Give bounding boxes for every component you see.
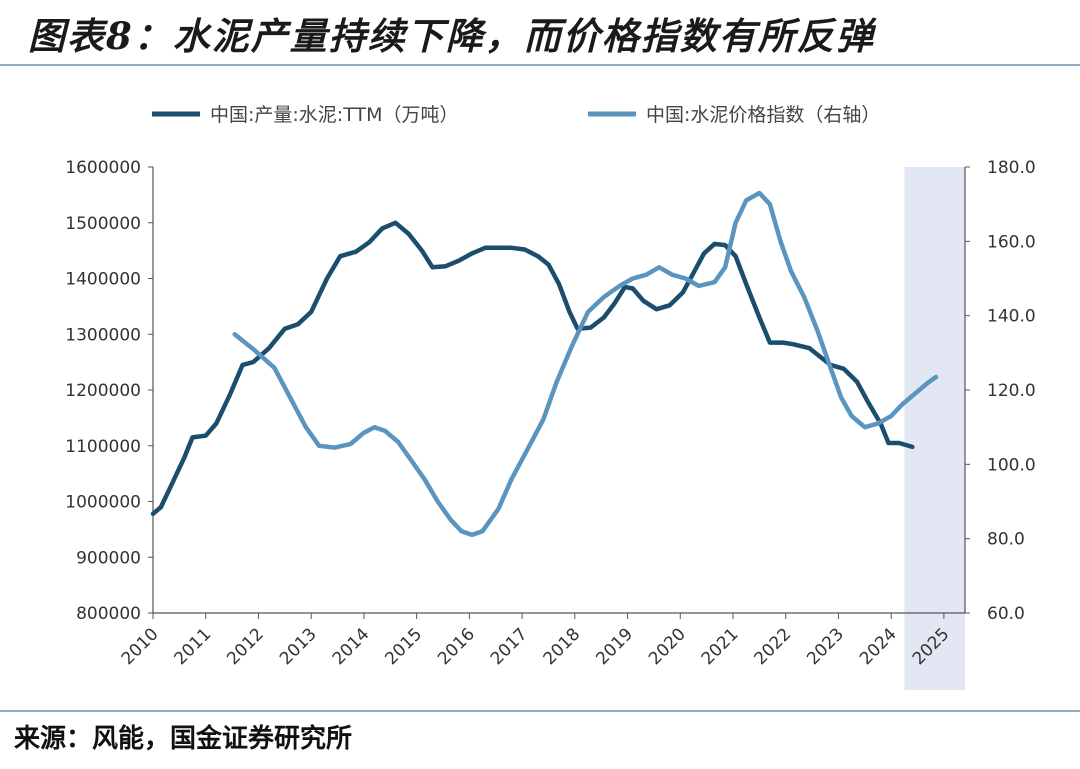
right-axis-tick-label: 60.0 <box>987 604 1025 624</box>
source-note: 来源：风能，国金证券研究所 <box>14 724 353 754</box>
x-axis-tick-label: 2013 <box>276 624 321 669</box>
left-axis-tick-label: 1500000 <box>65 214 141 234</box>
x-axis-tick-label: 2019 <box>592 624 637 669</box>
left-axis-tick-label: 1400000 <box>65 270 141 290</box>
series-line-cement-output <box>150 220 915 517</box>
left-axis-tick-label: 900000 <box>76 548 141 568</box>
legend-label: 中国:产量:水泥:TTM（万吨） <box>210 104 458 126</box>
left-axis-tick-label: 800000 <box>76 604 141 624</box>
x-axis-tick-label: 2011 <box>171 624 216 669</box>
x-axis-tick-label: 2023 <box>803 624 848 669</box>
shaded-region-layer <box>904 167 965 690</box>
x-axis-tick-label: 2014 <box>329 624 374 669</box>
figure-title: 图表8：水泥产量持续下降，而价格指数有所反弹 <box>28 14 875 58</box>
left-axis-tick-label: 1600000 <box>65 158 141 178</box>
x-axis-tick-label: 2018 <box>540 624 585 669</box>
legend-label: 中国:水泥价格指数（右轴） <box>646 104 880 126</box>
x-axis-tick-label: 2017 <box>487 624 532 669</box>
shaded-region <box>904 167 965 690</box>
series-layer <box>150 190 939 538</box>
right-axis-tick-label: 140.0 <box>987 307 1036 327</box>
x-axis-tick-label: 2015 <box>381 624 426 669</box>
x-axis-tick-label: 2021 <box>698 624 743 669</box>
left-axis-tick-label: 1100000 <box>65 437 141 457</box>
x-axis-tick-label: 2020 <box>645 624 690 669</box>
tick-labels-layer: 800000 900000 1000000 1100000 1200000 1300000… <box>65 158 1035 669</box>
right-axis-tick-label: 160.0 <box>987 232 1036 252</box>
right-axis-tick-label: 120.0 <box>987 381 1036 401</box>
x-axis-tick-label: 2022 <box>751 624 796 669</box>
left-axis-tick-label: 1000000 <box>65 493 141 513</box>
x-axis-tick-label: 2016 <box>434 624 479 669</box>
x-axis-tick-label: 2012 <box>223 624 268 669</box>
right-axis-tick-label: 180.0 <box>987 158 1036 178</box>
line-chart: 800000 900000 1000000 1100000 1200000 1300000… <box>65 104 1036 690</box>
left-axis-tick-label: 1200000 <box>65 381 141 401</box>
x-axis-tick-label: 2010 <box>118 624 163 669</box>
right-axis-tick-label: 80.0 <box>987 530 1025 550</box>
legend: 中国:产量:水泥:TTM（万吨） 中国:水泥价格指数（右轴） <box>152 104 880 126</box>
source-divider <box>0 710 1080 712</box>
axes-layer <box>148 166 970 619</box>
title-divider <box>0 64 1080 66</box>
left-axis-tick-label: 1300000 <box>65 325 141 345</box>
right-axis-tick-label: 100.0 <box>987 455 1036 475</box>
series-line-cement-price-index <box>232 190 939 538</box>
x-axis-tick-label: 2024 <box>856 624 901 669</box>
